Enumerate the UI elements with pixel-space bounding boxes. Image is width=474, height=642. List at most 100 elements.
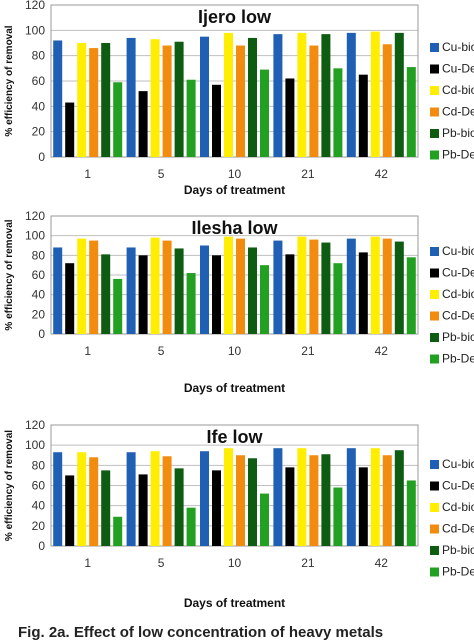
legend-swatch-pb-bio xyxy=(430,333,439,342)
x-tick-label: 42 xyxy=(375,167,389,181)
legend-swatch-pb-de xyxy=(430,150,439,160)
bar-cd-de-day-1 xyxy=(89,240,99,334)
bar-cd-de-day-42 xyxy=(382,238,392,334)
y-tick-label: 80 xyxy=(32,248,46,262)
chart-title: Ijero low xyxy=(198,7,272,27)
bar-cu-bio-day-42 xyxy=(346,448,356,546)
legend-label: Cd-De xyxy=(442,105,474,119)
legend-swatch-cd-de xyxy=(430,311,439,321)
y-tick-label: 20 xyxy=(32,125,46,139)
bar-cu-bio-day-42 xyxy=(346,238,356,334)
y-tick-label: 20 xyxy=(32,519,46,533)
bar-pb-bio-day-42 xyxy=(394,32,404,157)
legend-label: Cd-De xyxy=(442,309,474,323)
legend-label: Pb-De xyxy=(442,352,474,366)
bar-pb-bio-day-5 xyxy=(174,248,184,334)
legend-swatch-cu-de xyxy=(430,64,439,74)
bar-cu-bio-day-10 xyxy=(200,36,209,157)
bar-pb-bio-day-1 xyxy=(101,43,111,157)
legend-label: Cd-bio xyxy=(442,83,474,97)
bar-cu-de-day-1 xyxy=(65,263,75,334)
y-tick-label: 80 xyxy=(32,49,46,63)
bar-cu-bio-day-1 xyxy=(53,247,63,334)
bar-cd-bio-day-10 xyxy=(224,32,233,157)
legend-swatch-pb-de xyxy=(430,567,439,577)
legend-label: Pb-De xyxy=(442,148,474,162)
bar-cd-de-day-1 xyxy=(89,457,99,546)
bar-pb-bio-day-1 xyxy=(101,254,111,334)
legend-label: Cd-De xyxy=(442,522,474,536)
bar-pb-de-day-42 xyxy=(406,67,416,157)
legend-label: Pb-bio xyxy=(442,126,474,140)
x-tick-label: 42 xyxy=(375,556,389,570)
bar-cd-de-day-10 xyxy=(236,238,245,334)
bar-cu-bio-day-5 xyxy=(126,37,136,157)
bar-pb-bio-day-21 xyxy=(321,454,331,546)
legend-swatch-cd-de xyxy=(430,524,439,534)
bar-cd-bio-day-5 xyxy=(150,237,160,334)
x-tick-label: 5 xyxy=(158,344,165,358)
bar-cu-de-day-5 xyxy=(138,474,148,546)
bar-cu-bio-day-1 xyxy=(53,452,63,546)
bar-cd-bio-day-5 xyxy=(150,451,160,546)
bar-pb-de-day-5 xyxy=(186,507,196,546)
x-axis-label: Days of treatment xyxy=(184,381,285,395)
bar-pb-bio-day-42 xyxy=(394,450,404,546)
y-tick-label: 120 xyxy=(25,418,45,432)
x-axis-label: Days of treatment xyxy=(184,596,285,610)
bar-cd-bio-day-42 xyxy=(370,31,380,158)
y-tick-label: 40 xyxy=(32,288,46,302)
bar-cd-de-day-21 xyxy=(309,239,319,334)
plot-border xyxy=(50,4,419,158)
figure-caption: Fig. 2a. Effect of low concentration of … xyxy=(18,624,384,641)
y-tick-label: 60 xyxy=(32,74,46,88)
bar-cu-bio-day-5 xyxy=(126,452,136,546)
bar-pb-de-day-21 xyxy=(333,68,343,157)
y-tick-label: 40 xyxy=(32,499,46,513)
bar-cu-de-day-42 xyxy=(358,252,368,334)
bar-cd-bio-day-10 xyxy=(224,236,233,334)
bar-cd-de-day-21 xyxy=(309,45,319,157)
x-tick-label: 10 xyxy=(228,167,242,181)
x-axis-label: Days of treatment xyxy=(184,183,285,197)
bar-cd-de-day-10 xyxy=(236,45,245,157)
chart-title: Ilesha low xyxy=(191,218,278,238)
bar-cu-bio-day-21 xyxy=(273,34,283,158)
y-tick-label: 120 xyxy=(25,209,45,223)
bar-pb-de-day-1 xyxy=(113,516,123,546)
bar-cd-de-day-42 xyxy=(382,455,392,546)
bar-cu-bio-day-42 xyxy=(346,32,356,157)
bar-cd-de-day-42 xyxy=(382,44,392,158)
bar-cd-de-day-5 xyxy=(162,45,172,157)
bar-pb-de-day-42 xyxy=(406,480,416,546)
bar-cu-de-day-10 xyxy=(212,255,221,334)
legend-label: Cu-bio xyxy=(442,244,474,258)
legend-label: Cd-bio xyxy=(442,287,474,301)
bar-pb-bio-day-5 xyxy=(174,41,184,157)
bar-pb-de-day-10 xyxy=(260,69,269,157)
bar-pb-bio-day-10 xyxy=(248,247,257,334)
legend-label: Cu-bio xyxy=(442,457,474,471)
x-tick-label: 21 xyxy=(301,344,315,358)
bar-cd-bio-day-21 xyxy=(297,236,307,334)
bar-cu-de-day-1 xyxy=(65,475,75,546)
legend-swatch-cu-bio xyxy=(430,43,439,52)
bar-pb-de-day-21 xyxy=(333,487,343,546)
bar-cd-bio-day-10 xyxy=(224,448,233,546)
chart-panel-2: 0 20 40 60 80 100 120 1 5 10 21 42 Ilesha low Days of… xyxy=(4,209,474,395)
y-tick-label: 60 xyxy=(32,479,46,493)
bar-cd-bio-day-1 xyxy=(77,238,87,334)
bar-cu-de-day-21 xyxy=(285,254,295,334)
y-tick-label: 40 xyxy=(32,99,46,113)
plot-border xyxy=(50,215,419,335)
bar-cd-bio-day-21 xyxy=(297,32,307,157)
bar-pb-de-day-10 xyxy=(260,265,269,334)
bar-pb-bio-day-21 xyxy=(321,34,331,158)
bar-pb-bio-day-10 xyxy=(248,37,257,157)
bar-pb-de-day-1 xyxy=(113,278,123,334)
bar-cd-bio-day-42 xyxy=(370,236,380,334)
chart-panel-1: 0 20 40 60 80 100 120 1 5 10 21 42 Ijero low Days of … xyxy=(4,0,474,197)
x-tick-label: 21 xyxy=(301,556,315,570)
y-tick-label: 0 xyxy=(38,150,45,164)
bar-pb-bio-day-5 xyxy=(174,468,184,546)
